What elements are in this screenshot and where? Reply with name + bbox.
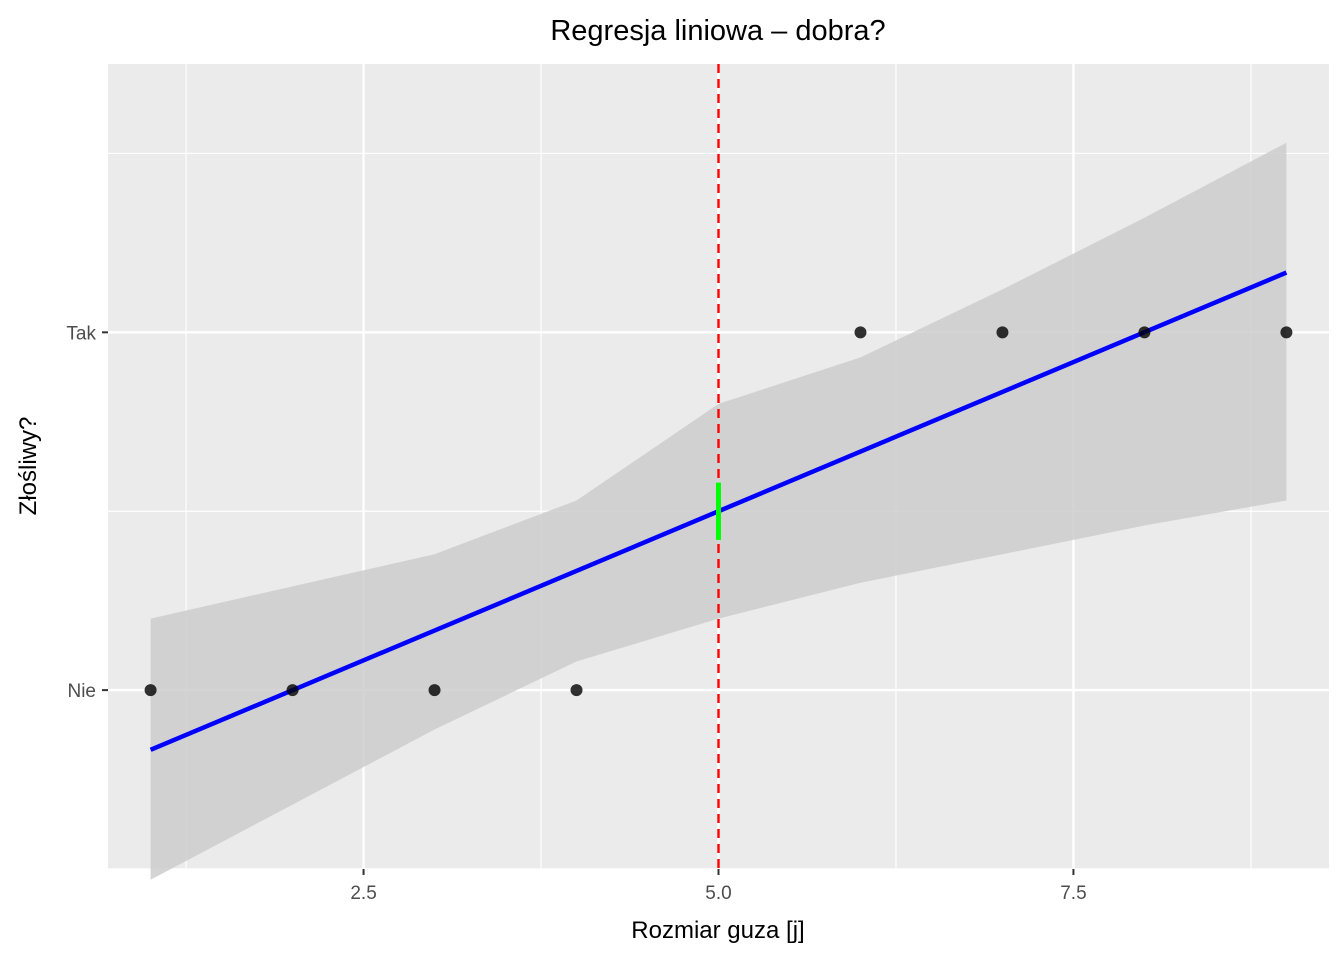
y-tick-label: Nie (67, 681, 96, 702)
y-axis-title: Złośliwy? (15, 417, 42, 516)
data-point (1138, 326, 1151, 339)
y-axis-ticks: Nie Tak (66, 323, 108, 702)
data-point (1280, 326, 1293, 339)
x-tick-label: 5.0 (705, 883, 731, 904)
data-point (428, 684, 441, 697)
x-axis-title: Rozmiar guza [j] (631, 917, 804, 944)
data-point (570, 684, 583, 697)
x-axis-ticks: 2.5 5.0 7.5 (350, 869, 1087, 904)
x-tick-label: 2.5 (350, 883, 376, 904)
y-tick-label: Tak (66, 323, 96, 344)
data-point (144, 684, 157, 697)
data-point (286, 684, 299, 697)
chart-title: Regresja liniowa – dobra? (550, 15, 885, 47)
data-points (144, 326, 1293, 697)
x-tick-label: 7.5 (1060, 883, 1086, 904)
data-point (996, 326, 1009, 339)
data-point (854, 326, 867, 339)
